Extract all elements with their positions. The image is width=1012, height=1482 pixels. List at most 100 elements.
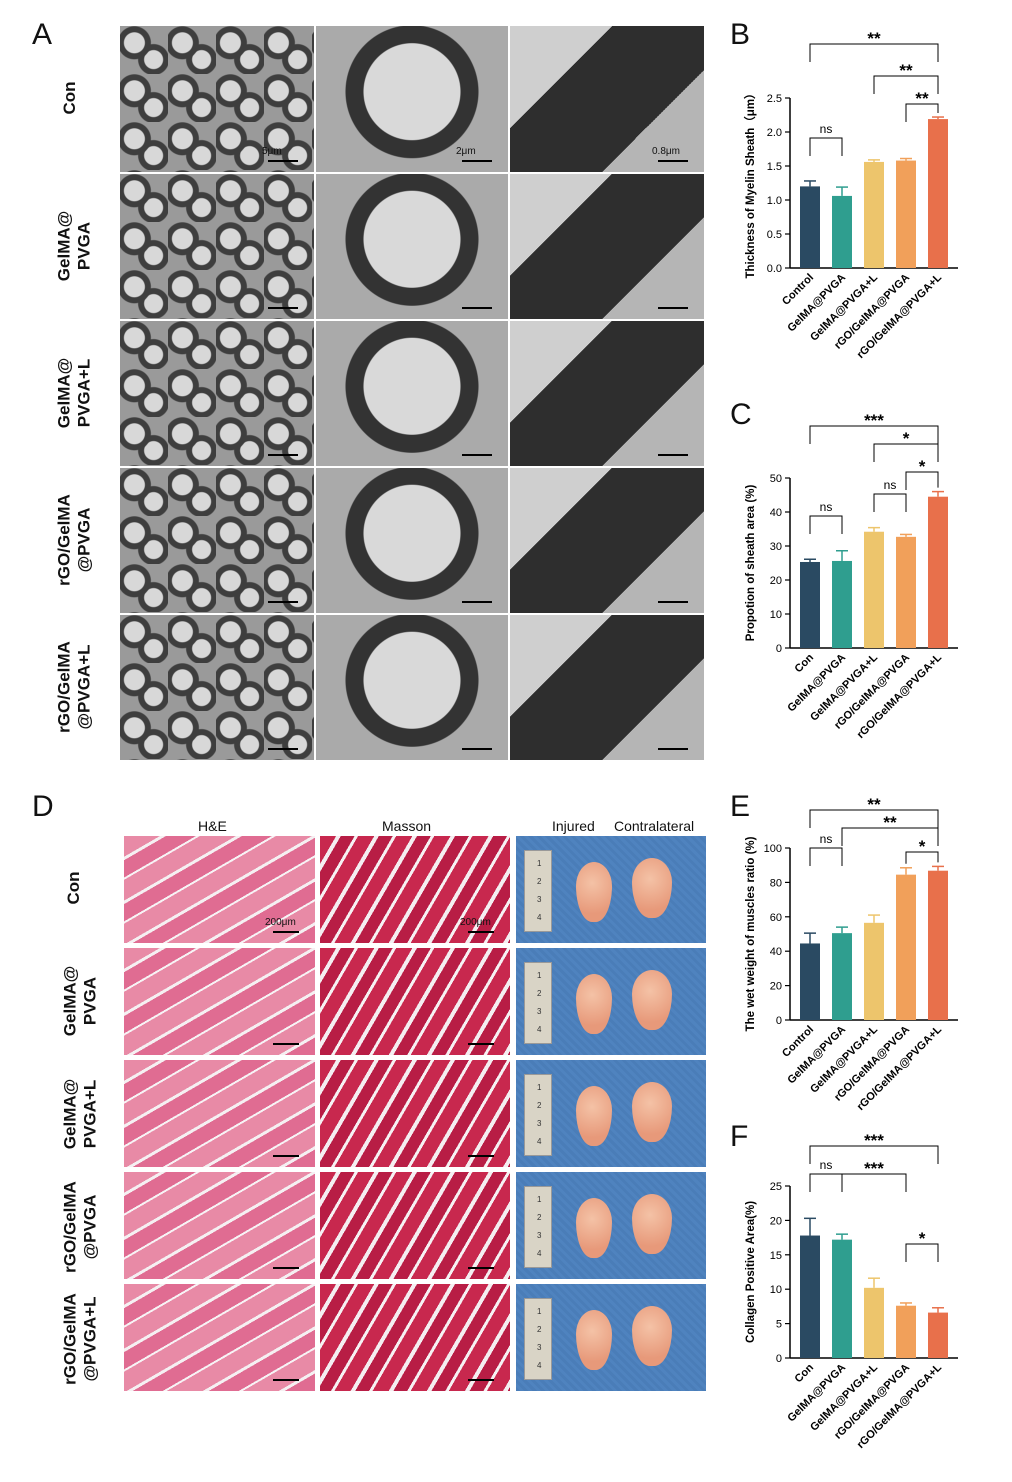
- scale-bar: [658, 307, 688, 309]
- significance-bracket: [809, 1145, 939, 1164]
- y-tick-label: 0.0: [767, 263, 782, 275]
- he-stain-image: [124, 1172, 315, 1279]
- ruler-digit: 2: [537, 1213, 542, 1222]
- panel-label-c: C: [730, 398, 752, 431]
- significance-label: *: [919, 1229, 926, 1248]
- y-tick-label: 1.0: [767, 195, 782, 207]
- tem-row-label: Con: [60, 81, 80, 115]
- bar: [896, 536, 916, 648]
- scale-bar: [462, 160, 492, 162]
- ruler-digit: 1: [537, 971, 542, 980]
- scale-bar: [268, 160, 298, 162]
- chart-b-myelin-thickness: 0.0 0.5 1.0 1.5 2.0 2.5 Thickness of Myelin Sh…: [743, 29, 958, 361]
- bar: [864, 1287, 884, 1358]
- bar: [896, 874, 916, 1020]
- contralateral-muscle: [632, 1082, 672, 1142]
- he-stain-image: [124, 948, 315, 1055]
- ruler-digit: 1: [537, 1083, 542, 1092]
- ruler-digit: 3: [537, 895, 542, 904]
- muscle-photo: 1 2 3 4: [516, 836, 706, 943]
- col-title-contralateral: Contralateral: [614, 818, 695, 834]
- tem-micrograph: [510, 26, 704, 172]
- panel-label-a: A: [32, 18, 53, 51]
- x-tick-label: GelMA@PVGA: [785, 1024, 848, 1087]
- tem-micrograph: [120, 615, 314, 760]
- ruler-digit: 4: [537, 1249, 542, 1258]
- scale-bar: [273, 931, 299, 933]
- bar: [832, 1239, 852, 1358]
- injured-muscle: [576, 862, 612, 922]
- chart-f-collagen-area: 0 5 10 15 20 25 Collagen Positive Area(%) ConGe…: [745, 1131, 958, 1451]
- y-tick-label: 100: [764, 843, 782, 855]
- injured-muscle: [576, 1198, 612, 1258]
- y-tick-label: 2.5: [767, 93, 782, 105]
- x-tick-label: GelMA@PVGA: [785, 652, 848, 715]
- scale-bar-label: 2μm: [456, 146, 476, 157]
- significance-label: ***: [864, 1159, 884, 1178]
- bar: [928, 870, 948, 1020]
- ruler: 1 2 3 4: [524, 1298, 552, 1380]
- scale-bar: [462, 454, 492, 456]
- scale-bar: [468, 1155, 494, 1157]
- y-tick-label: 80: [770, 877, 782, 889]
- bar: [896, 1305, 916, 1358]
- masson-stain-image: [320, 1284, 510, 1391]
- scale-bar: [468, 1379, 494, 1381]
- y-tick-label: 25: [770, 1181, 782, 1193]
- ruler-digit: 1: [537, 1307, 542, 1316]
- ruler-digit: 2: [537, 989, 542, 998]
- significance-bracket: [809, 43, 939, 62]
- ruler-digit: 4: [537, 1137, 542, 1146]
- significance-bracket: [905, 471, 939, 490]
- tem-row-label: rGO/GelMA @PVGA+L: [54, 641, 93, 733]
- col-title-injured: Injured: [552, 818, 595, 834]
- significance-bracket: [809, 137, 843, 156]
- significance-label: ns: [820, 1158, 833, 1172]
- contralateral-muscle: [632, 970, 672, 1030]
- col-title-masson: Masson: [382, 818, 432, 834]
- chart-c-sheath-area: 0 10 20 30 40 50 Propotion of sheath area (%) C…: [745, 411, 958, 741]
- y-tick-label: 0: [776, 1015, 782, 1027]
- tem-micrograph: [120, 174, 314, 319]
- significance-label: ns: [820, 122, 833, 136]
- ruler-digit: 1: [537, 859, 542, 868]
- y-tick-label: 20: [770, 1215, 782, 1227]
- y-tick-label: 0: [776, 1353, 782, 1365]
- significance-bracket: [809, 515, 843, 534]
- significance-label: **: [915, 89, 929, 108]
- scale-bar: [468, 1043, 494, 1045]
- masson-stain-image: [320, 1060, 510, 1167]
- tem-micrograph: [120, 468, 314, 613]
- significance-label: ns: [820, 500, 833, 514]
- histo-row-label: Con: [64, 871, 84, 905]
- significance-label: *: [919, 457, 926, 476]
- masson-stain-image: [320, 1172, 510, 1279]
- ruler-digit: 3: [537, 1343, 542, 1352]
- tem-micrograph: [510, 174, 704, 319]
- significance-label: ***: [864, 411, 884, 430]
- scale-bar: [268, 601, 298, 603]
- tem-micrograph: [510, 468, 704, 613]
- scale-bar: [268, 307, 298, 309]
- y-tick-label: 0.5: [767, 229, 782, 241]
- tem-row-label: GelMA@ PVGA: [54, 210, 93, 282]
- significance-bracket: [873, 75, 939, 94]
- bar: [864, 531, 884, 648]
- contralateral-muscle: [632, 1306, 672, 1366]
- scale-bar: [462, 307, 492, 309]
- bar: [832, 195, 852, 268]
- ruler: 1 2 3 4: [524, 850, 552, 932]
- panel-label-d: D: [32, 790, 54, 823]
- ruler: 1 2 3 4: [524, 962, 552, 1044]
- ruler-digit: 2: [537, 877, 542, 886]
- significance-label: *: [903, 429, 910, 448]
- panel-label-f: F: [730, 1120, 749, 1153]
- injured-muscle: [576, 1310, 612, 1370]
- muscle-photo: 1 2 3 4: [516, 1172, 706, 1279]
- muscle-photo: 1 2 3 4: [516, 1060, 706, 1167]
- y-tick-label: 60: [770, 912, 782, 924]
- significance-bracket: [841, 827, 939, 846]
- bar: [800, 1235, 820, 1358]
- ruler-digit: 4: [537, 1025, 542, 1034]
- y-tick-label: 5: [776, 1319, 782, 1331]
